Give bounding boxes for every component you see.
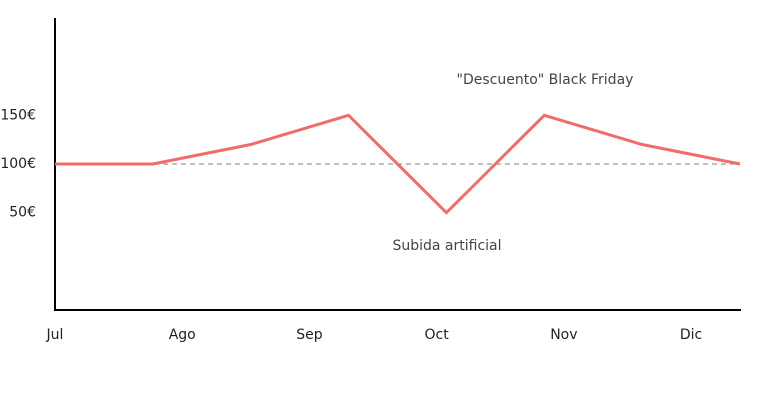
y-tick-label: 100€ [0, 156, 36, 172]
y-tick-label: 50€ [9, 205, 36, 221]
x-tick-label: Nov [550, 327, 577, 343]
x-tick-label: Oct [425, 327, 450, 343]
x-tick-label: Dic [680, 327, 702, 343]
annotation: Subida artificial [392, 238, 501, 254]
annotation: "Descuento" Black Friday [457, 72, 634, 88]
x-tick-label: Jul [46, 327, 64, 343]
y-tick-label: 150€ [0, 107, 36, 123]
x-tick-label: Ago [169, 327, 196, 343]
x-tick-label: Sep [296, 327, 323, 343]
line-series [55, 113, 741, 215]
